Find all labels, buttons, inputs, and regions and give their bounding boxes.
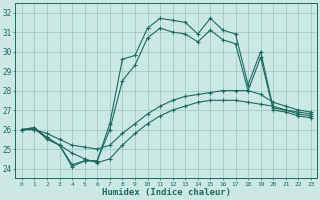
X-axis label: Humidex (Indice chaleur): Humidex (Indice chaleur) [102, 188, 231, 197]
